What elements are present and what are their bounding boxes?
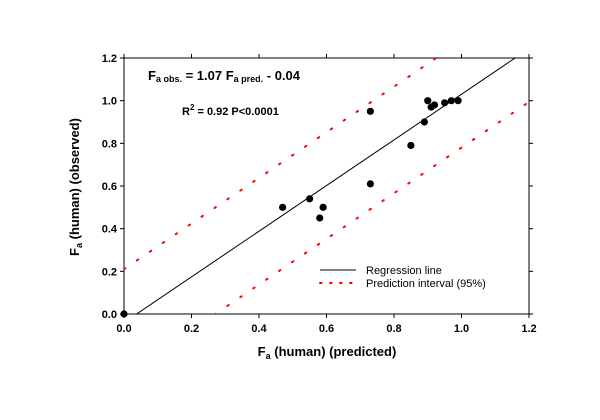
y-tick-label: 0.8 <box>102 138 117 150</box>
prediction-interval-upper <box>124 58 439 271</box>
x-tick-label: 1.2 <box>521 323 536 335</box>
legend-interval-label: Prediction interval (95%) <box>366 278 486 290</box>
eq-lhs-sub: a obs. <box>156 74 182 84</box>
eq-mid: = 1.07 F <box>182 68 234 83</box>
eq-lhs-main: F <box>148 68 156 83</box>
data-point <box>366 107 374 115</box>
y-tick-label: 0.2 <box>102 266 117 278</box>
data-point <box>120 310 128 318</box>
y-tick-label: 0.0 <box>102 309 117 321</box>
data-point <box>447 97 455 105</box>
data-point <box>420 118 428 126</box>
x-tick-label: 0.2 <box>184 323 199 335</box>
x-tick-label: 1.0 <box>454 323 469 335</box>
x-tick-label: 0.4 <box>251 323 267 335</box>
regression-equation: Fa obs. = 1.07 Fa pred. - 0.04 <box>148 68 301 84</box>
prediction-interval-lower <box>213 100 529 314</box>
data-point <box>316 214 324 222</box>
data-point <box>319 203 327 211</box>
x-tick-label: 0.8 <box>386 323 401 335</box>
stats-rest: = 0.92 P<0.0001 <box>194 106 278 118</box>
data-point <box>430 101 439 109</box>
x-tick-label: 0.6 <box>319 323 334 335</box>
data-point <box>441 99 449 107</box>
x-axis-title-main: F <box>258 344 266 359</box>
y-axis-title-rest: (human) (observed) <box>67 118 82 243</box>
data-point <box>407 141 415 150</box>
stats-r: R <box>182 106 190 118</box>
data-point <box>306 195 314 203</box>
data-point <box>424 97 432 105</box>
eq-rhs-sub: a pred. <box>234 74 264 84</box>
y-axis-title-sub: a <box>74 242 84 248</box>
data-point <box>366 180 374 188</box>
x-axis-title: Fa (human) (predicted) <box>258 344 397 361</box>
data-point <box>454 97 462 105</box>
x-axis-title-sub: a <box>266 351 272 361</box>
y-tick-label: 1.2 <box>102 53 117 65</box>
y-tick-label: 0.4 <box>102 224 118 236</box>
legend-regression-label: Regression line <box>366 265 442 277</box>
plot-area: 0.0 0.2 0.4 0.6 0.8 1.0 1.2 0.0 0.2 0.4 0.6 0.8 1.0 1… <box>102 53 537 335</box>
r-squared-stats: R2 = 0.92 P<0.0001 <box>182 103 279 118</box>
eq-rest: - 0.04 <box>263 68 301 83</box>
stats-r-sup: 2 <box>190 103 195 112</box>
legend: Regression line Prediction interval (95%… <box>319 265 486 290</box>
y-tick-label: 1.0 <box>102 96 117 108</box>
y-axis-title-main: F <box>67 248 82 256</box>
regression-line <box>135 58 517 314</box>
x-tick-label: 0.0 <box>116 323 131 335</box>
y-tick-label: 0.6 <box>102 181 117 193</box>
x-axis-title-rest: (human) (predicted) <box>271 344 397 359</box>
data-point <box>279 203 287 211</box>
y-axis-title: Fa (human) (observed) <box>67 118 84 256</box>
